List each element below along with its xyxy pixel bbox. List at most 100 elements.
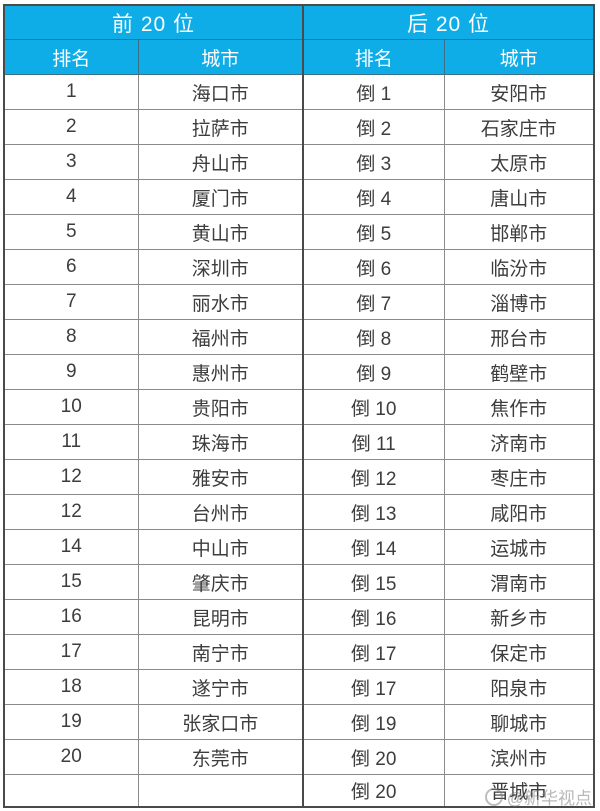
city-cell-bottom: 晋城市 bbox=[443, 774, 595, 808]
city-cell-top: 福州市 bbox=[137, 319, 304, 355]
rank-cell-top: 6 bbox=[3, 249, 139, 285]
rank-cell-top: 16 bbox=[3, 599, 139, 635]
col-header-city-bottom: 城市 bbox=[443, 39, 595, 75]
table-row: 18 遂宁市倒 17 阳泉市 bbox=[3, 669, 595, 705]
rank-cell-bottom: 倒 19 bbox=[302, 704, 445, 740]
city-cell-top: 深圳市 bbox=[137, 249, 304, 285]
city-cell-top: 珠海市 bbox=[137, 424, 304, 460]
city-cell-bottom: 新乡市 bbox=[443, 599, 595, 635]
rank-cell-bottom: 倒 17 bbox=[302, 669, 445, 705]
rank-cell-bottom: 倒 2 bbox=[302, 109, 445, 145]
rank-cell-top: 2 bbox=[3, 109, 139, 145]
city-cell-top: 肇庆市 bbox=[137, 564, 304, 600]
table-row: 6 深圳市倒 6 临汾市 bbox=[3, 249, 595, 285]
table-row: 14 中山市倒 14 运城市 bbox=[3, 529, 595, 565]
city-cell-bottom: 保定市 bbox=[443, 634, 595, 670]
rank-cell-bottom: 倒 7 bbox=[302, 284, 445, 320]
table-row: 1 海口市倒 1 安阳市 bbox=[3, 74, 595, 110]
city-cell-top bbox=[137, 774, 304, 808]
ranking-table-container: 前 20 位 后 20 位 排名 城市 排名 城市 1 海口市倒 1 安阳市 2 拉萨市… bbox=[3, 4, 595, 808]
city-cell-top: 中山市 bbox=[137, 529, 304, 565]
rank-cell-top: 7 bbox=[3, 284, 139, 320]
table-body: 1 海口市倒 1 安阳市 2 拉萨市倒 2 石家庄市 3 舟山市倒 3 太原市 4 厦门市倒 4 唐山… bbox=[3, 74, 595, 808]
rank-cell-bottom: 倒 15 bbox=[302, 564, 445, 600]
rank-cell-bottom: 倒 6 bbox=[302, 249, 445, 285]
rank-cell-bottom: 倒 4 bbox=[302, 179, 445, 215]
city-cell-top: 厦门市 bbox=[137, 179, 304, 215]
city-cell-top: 东莞市 bbox=[137, 739, 304, 775]
city-cell-bottom: 邯郸市 bbox=[443, 214, 595, 250]
rank-cell-bottom: 倒 9 bbox=[302, 354, 445, 390]
table-row: 5 黄山市倒 5 邯郸市 bbox=[3, 214, 595, 250]
city-cell-bottom: 济南市 bbox=[443, 424, 595, 460]
city-cell-bottom: 安阳市 bbox=[443, 74, 595, 110]
rank-cell-bottom: 倒 5 bbox=[302, 214, 445, 250]
city-cell-top: 黄山市 bbox=[137, 214, 304, 250]
city-cell-bottom: 石家庄市 bbox=[443, 109, 595, 145]
city-cell-top: 台州市 bbox=[137, 494, 304, 530]
rank-cell-top: 4 bbox=[3, 179, 139, 215]
city-cell-bottom: 鹤壁市 bbox=[443, 354, 595, 390]
city-cell-top: 南宁市 bbox=[137, 634, 304, 670]
rank-cell-top: 1 bbox=[3, 74, 139, 110]
city-cell-bottom: 焦作市 bbox=[443, 389, 595, 425]
rank-cell-bottom: 倒 20 bbox=[302, 774, 445, 808]
rank-cell-bottom: 倒 12 bbox=[302, 459, 445, 495]
col-header-city-top: 城市 bbox=[137, 39, 304, 75]
table-row: 15 肇庆市倒 15 渭南市 bbox=[3, 564, 595, 600]
rank-cell-bottom: 倒 20 bbox=[302, 739, 445, 775]
rank-cell-top: 14 bbox=[3, 529, 139, 565]
city-cell-bottom: 滨州市 bbox=[443, 739, 595, 775]
city-cell-top: 雅安市 bbox=[137, 459, 304, 495]
rank-cell-bottom: 倒 14 bbox=[302, 529, 445, 565]
top20-group-header: 前 20 位 bbox=[3, 4, 304, 40]
table-row: 16 昆明市倒 16 新乡市 bbox=[3, 599, 595, 635]
table-row: 倒 20 晋城市 bbox=[3, 774, 595, 808]
rank-cell-top: 12 bbox=[3, 494, 139, 530]
rank-cell-top: 15 bbox=[3, 564, 139, 600]
rank-cell-top: 10 bbox=[3, 389, 139, 425]
rank-cell-top: 3 bbox=[3, 144, 139, 180]
rank-cell-bottom: 倒 11 bbox=[302, 424, 445, 460]
city-cell-top: 舟山市 bbox=[137, 144, 304, 180]
rank-cell-bottom: 倒 16 bbox=[302, 599, 445, 635]
city-cell-top: 惠州市 bbox=[137, 354, 304, 390]
rank-cell-bottom: 倒 13 bbox=[302, 494, 445, 530]
city-cell-bottom: 运城市 bbox=[443, 529, 595, 565]
city-ranking-table: 前 20 位 后 20 位 排名 城市 排名 城市 1 海口市倒 1 安阳市 2 拉萨市… bbox=[3, 4, 595, 808]
city-cell-bottom: 聊城市 bbox=[443, 704, 595, 740]
col-header-rank-top: 排名 bbox=[3, 39, 139, 75]
city-cell-top: 海口市 bbox=[137, 74, 304, 110]
table-row: 20 东莞市倒 20 滨州市 bbox=[3, 739, 595, 775]
rank-cell-top: 20 bbox=[3, 739, 139, 775]
table-row: 12 雅安市倒 12 枣庄市 bbox=[3, 459, 595, 495]
table-row: 7 丽水市倒 7 淄博市 bbox=[3, 284, 595, 320]
table-row: 19 张家口市倒 19 聊城市 bbox=[3, 704, 595, 740]
city-cell-bottom: 唐山市 bbox=[443, 179, 595, 215]
table-row: 17 南宁市倒 17 保定市 bbox=[3, 634, 595, 670]
city-cell-top: 贵阳市 bbox=[137, 389, 304, 425]
rank-cell-top: 5 bbox=[3, 214, 139, 250]
rank-cell-top bbox=[3, 774, 139, 808]
rank-cell-bottom: 倒 1 bbox=[302, 74, 445, 110]
city-cell-bottom: 临汾市 bbox=[443, 249, 595, 285]
col-header-rank-bottom: 排名 bbox=[302, 39, 445, 75]
city-cell-bottom: 太原市 bbox=[443, 144, 595, 180]
bottom20-group-header: 后 20 位 bbox=[302, 4, 595, 40]
rank-cell-top: 12 bbox=[3, 459, 139, 495]
city-cell-bottom: 咸阳市 bbox=[443, 494, 595, 530]
rank-cell-top: 9 bbox=[3, 354, 139, 390]
table-row: 11 珠海市倒 11 济南市 bbox=[3, 424, 595, 460]
table-row: 2 拉萨市倒 2 石家庄市 bbox=[3, 109, 595, 145]
rank-cell-top: 19 bbox=[3, 704, 139, 740]
table-row: 9 惠州市倒 9 鹤壁市 bbox=[3, 354, 595, 390]
table-row: 8 福州市倒 8 邢台市 bbox=[3, 319, 595, 355]
city-cell-bottom: 枣庄市 bbox=[443, 459, 595, 495]
table-row: 12 台州市倒 13 咸阳市 bbox=[3, 494, 595, 530]
city-cell-bottom: 淄博市 bbox=[443, 284, 595, 320]
table-row: 3 舟山市倒 3 太原市 bbox=[3, 144, 595, 180]
city-cell-top: 昆明市 bbox=[137, 599, 304, 635]
table-row: 10 贵阳市倒 10 焦作市 bbox=[3, 389, 595, 425]
column-header-row: 排名 城市 排名 城市 bbox=[3, 39, 595, 75]
table-row: 4 厦门市倒 4 唐山市 bbox=[3, 179, 595, 215]
